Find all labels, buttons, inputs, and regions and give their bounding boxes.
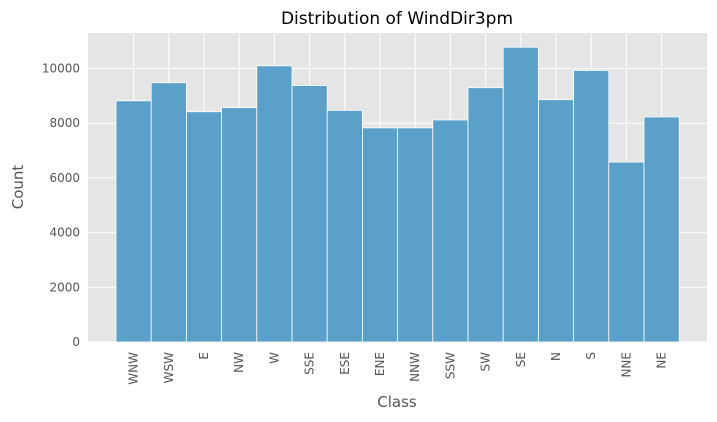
x-tick-label: NNE — [619, 352, 633, 378]
bar-ssw — [432, 119, 469, 343]
y-tick-label: 8000 — [49, 116, 80, 130]
bar-wsw — [150, 82, 187, 343]
x-tick-label: NNW — [408, 352, 422, 382]
x-tick-label: NW — [232, 352, 246, 373]
x-tick-label: W — [267, 352, 281, 364]
bar-ene — [361, 127, 398, 343]
x-tick-label: NE — [655, 352, 669, 369]
bar-wnw — [115, 100, 152, 343]
bar-nne — [608, 161, 645, 343]
bar-n — [538, 99, 575, 343]
x-tick-label: SE — [514, 352, 528, 367]
bar-nnw — [397, 127, 434, 343]
y-tick-label: 0 — [72, 335, 80, 349]
x-tick-label: N — [549, 352, 563, 361]
y-tick-label: 4000 — [49, 226, 80, 240]
x-tick-label: ENE — [373, 352, 387, 376]
x-tick-label: SSE — [303, 352, 317, 375]
bar-ne — [643, 116, 680, 343]
x-axis-label: Class — [377, 393, 417, 411]
y-tick-label: 2000 — [49, 280, 80, 294]
bar-sw — [467, 87, 504, 343]
bars — [115, 46, 680, 343]
x-ticks: WNW WSW E NW W SSE ESE ENE NNW SSW SW SE N S NNE NE — [127, 352, 669, 385]
bar-sse — [291, 85, 328, 343]
bar-ese — [326, 109, 363, 343]
chart-title: Distribution of WindDir3pm — [281, 9, 513, 29]
x-tick-label: ESE — [338, 352, 352, 375]
y-tick-label: 6000 — [49, 171, 80, 185]
x-tick-label: WSW — [162, 352, 176, 383]
y-ticks: 0 2000 4000 6000 8000 10000 — [42, 62, 80, 349]
bar-s — [573, 70, 610, 343]
x-tick-label: S — [584, 352, 598, 360]
x-tick-label: WNW — [127, 352, 141, 385]
bar-e — [185, 111, 222, 343]
bar-w — [256, 65, 293, 343]
y-tick-label: 10000 — [42, 62, 80, 76]
x-tick-label: SSW — [443, 352, 457, 379]
x-tick-label: E — [197, 352, 211, 360]
y-axis-label: Count — [9, 165, 27, 210]
bar-se — [502, 46, 539, 343]
bar-nw — [221, 107, 258, 343]
x-tick-label: SW — [479, 352, 493, 372]
